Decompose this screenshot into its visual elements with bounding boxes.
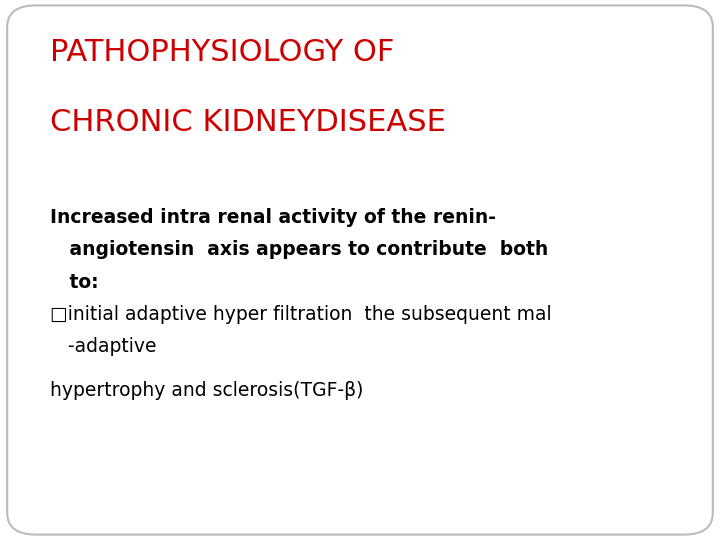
Text: angiotensin  axis appears to contribute  both: angiotensin axis appears to contribute b… (50, 240, 549, 259)
Text: □initial adaptive hyper filtration  the subsequent mal: □initial adaptive hyper filtration the s… (50, 305, 552, 324)
Text: CHRONIC KIDNEYDISEASE: CHRONIC KIDNEYDISEASE (50, 108, 446, 137)
Text: Increased intra renal activity of the renin-: Increased intra renal activity of the re… (50, 208, 496, 227)
Text: PATHOPHYSIOLOGY OF: PATHOPHYSIOLOGY OF (50, 38, 395, 67)
FancyBboxPatch shape (7, 5, 713, 535)
Text: -adaptive: -adaptive (50, 338, 157, 356)
Text: hypertrophy and sclerosis(TGF-β): hypertrophy and sclerosis(TGF-β) (50, 381, 364, 400)
Text: to:: to: (50, 273, 99, 292)
